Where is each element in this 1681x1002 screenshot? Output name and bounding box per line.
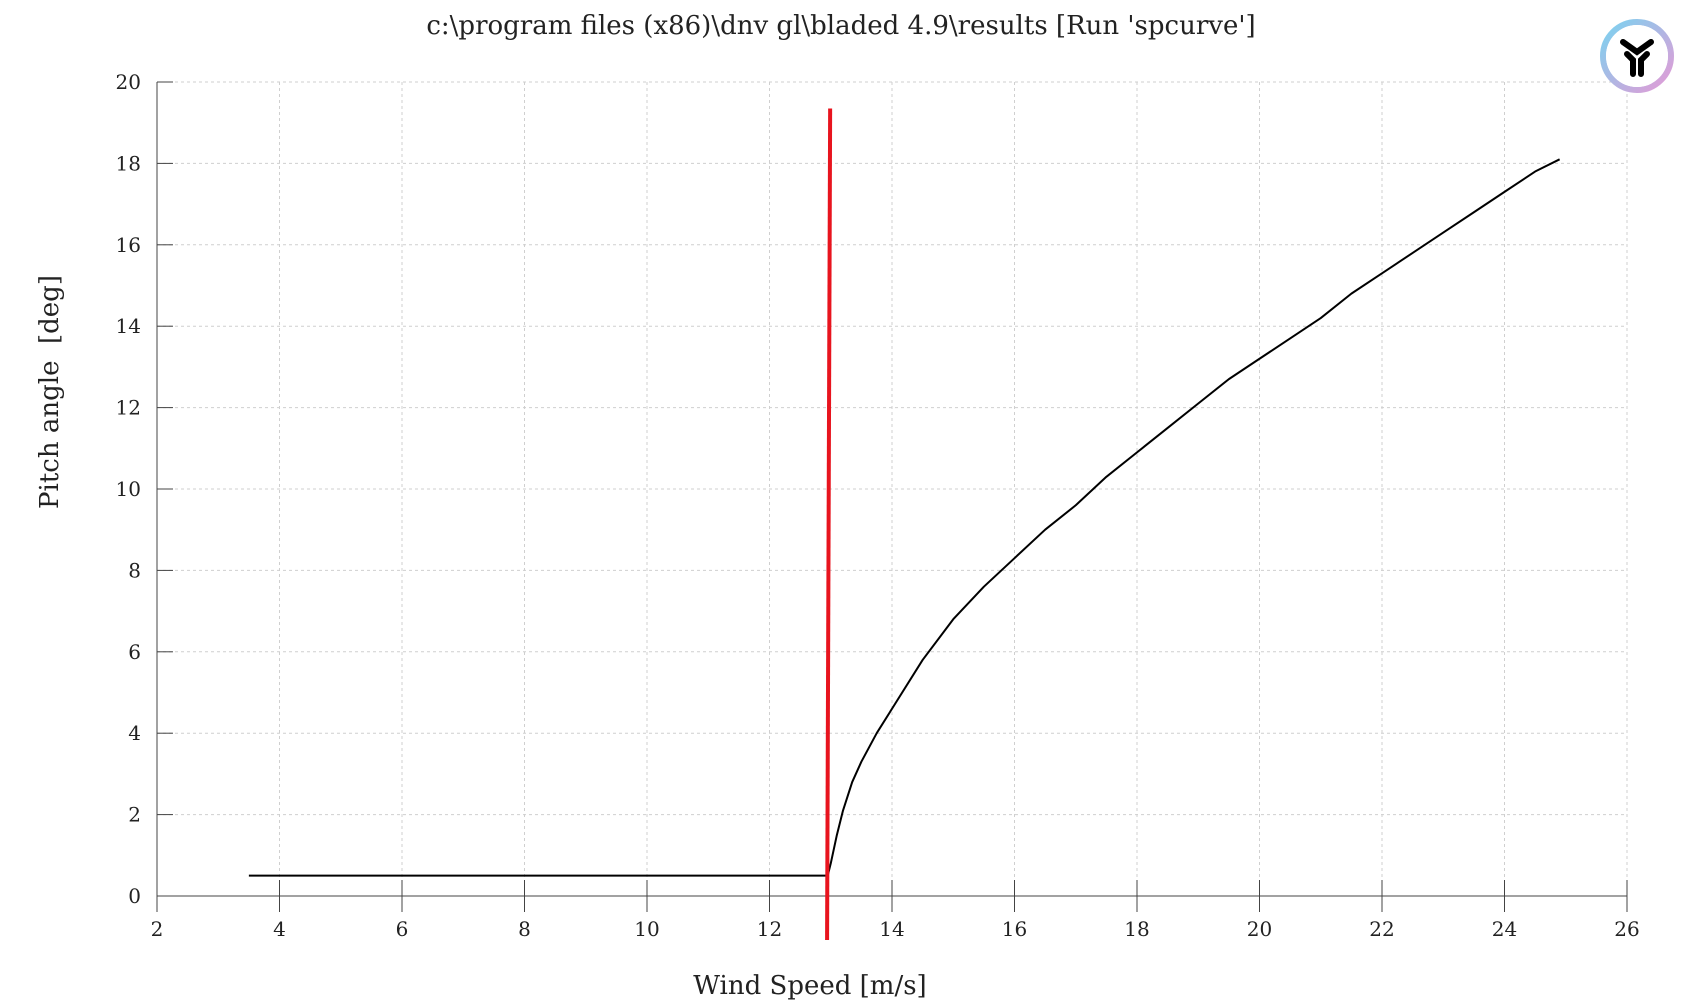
- y-tick-label: 18: [116, 151, 141, 175]
- y-tick-label: 10: [116, 477, 141, 501]
- y-tick-label: 12: [116, 396, 141, 420]
- y-axis-label: Pitch angle [deg]: [35, 275, 65, 509]
- x-tick-label: 18: [1124, 917, 1149, 941]
- series-group: [248, 108, 1561, 940]
- x-tick-label: 26: [1614, 917, 1639, 941]
- x-tick-label: 4: [273, 917, 286, 941]
- x-tick-label: 12: [757, 917, 782, 941]
- x-tick-label: 10: [634, 917, 659, 941]
- x-tick-label: 14: [879, 917, 904, 941]
- y-tick-label: 4: [128, 721, 141, 745]
- rated-wind-speed-line: [825, 108, 833, 940]
- grid: [157, 81, 1628, 896]
- y-tick-label: 6: [128, 640, 141, 664]
- y-tick-label: 2: [128, 803, 141, 827]
- x-axis-label: Wind Speed [m/s]: [693, 971, 926, 1001]
- x-tick-label: 22: [1369, 917, 1394, 941]
- logo-ring: [1600, 19, 1674, 93]
- pitch-angle-line: [248, 158, 1561, 877]
- y-tick-label: 8: [128, 558, 141, 582]
- x-tick-label: 20: [1247, 917, 1272, 941]
- chart-title: c:\program files (x86)\dnv gl\bladed 4.9…: [426, 11, 1255, 41]
- x-tick-label: 8: [518, 917, 531, 941]
- y-tick-label: 20: [116, 70, 141, 94]
- logo: [1600, 19, 1674, 93]
- y-logo-icon: [1620, 39, 1654, 77]
- y-tick-label: 0: [128, 884, 141, 908]
- x-tick-label: 6: [396, 917, 409, 941]
- y-tick-label: 16: [116, 233, 141, 257]
- x-tick-label: 16: [1002, 917, 1027, 941]
- y-tick-label: 14: [116, 314, 141, 338]
- x-tick-label: 24: [1492, 917, 1517, 941]
- x-tick-label: 2: [151, 917, 164, 941]
